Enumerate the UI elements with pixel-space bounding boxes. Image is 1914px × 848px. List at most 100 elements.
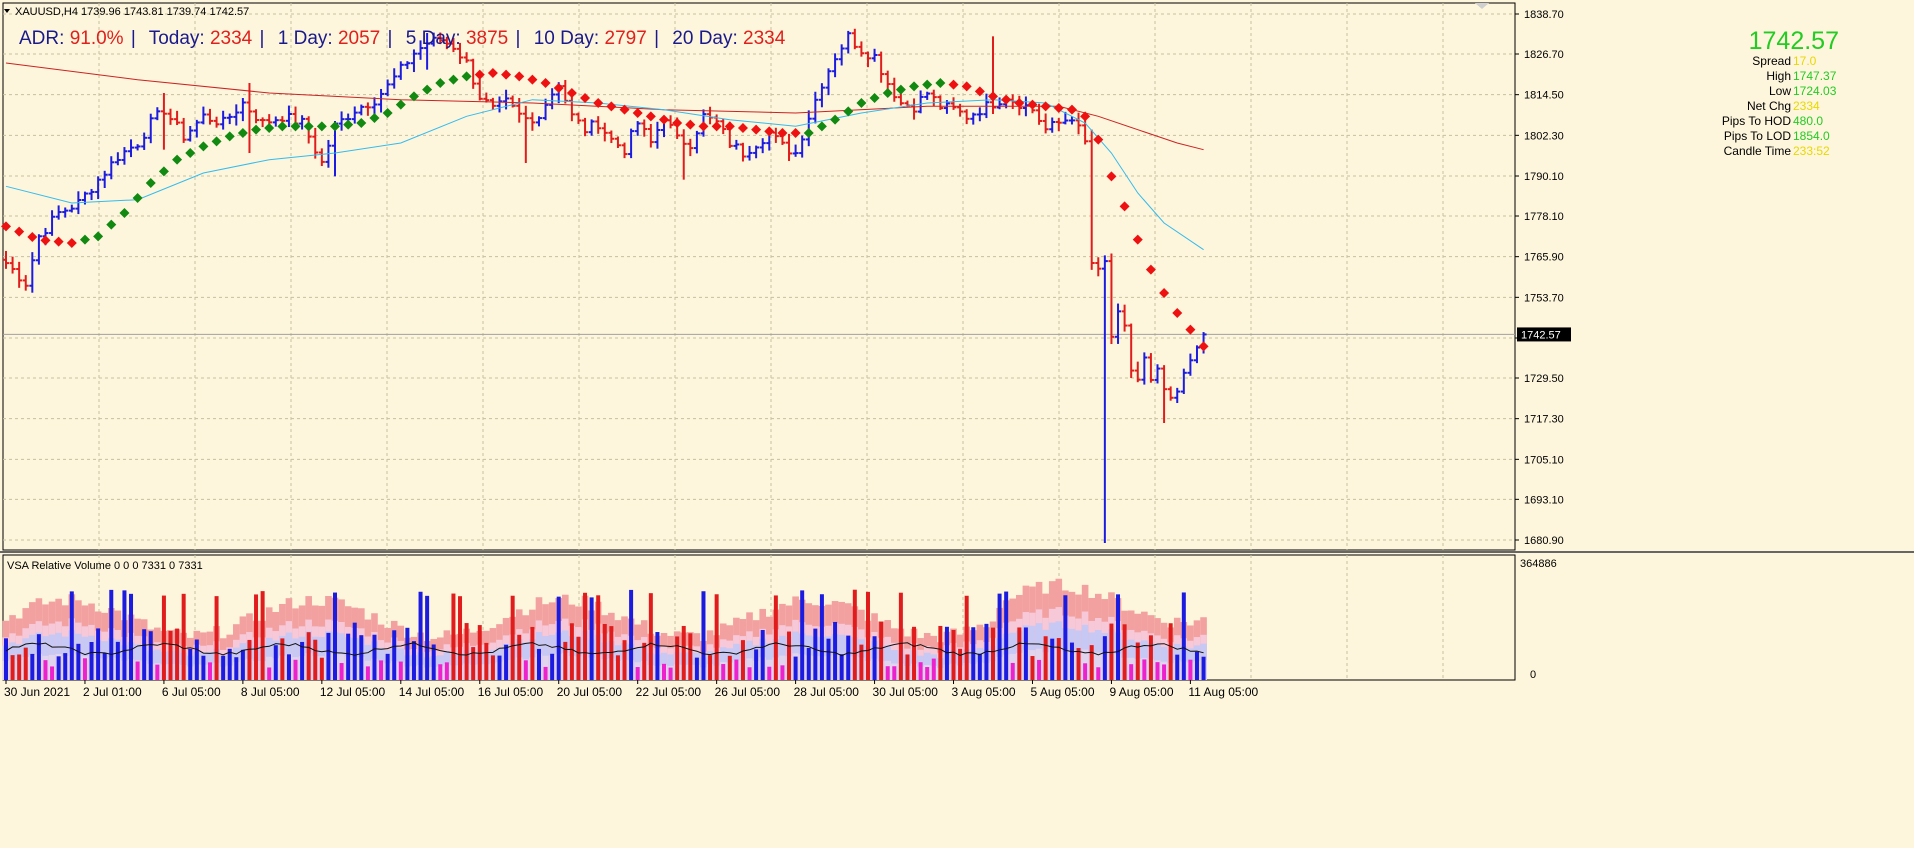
fast-ma-diamond: [106, 219, 117, 230]
ohlc-bar: [654, 121, 661, 149]
volume-bar: [1023, 627, 1028, 680]
ohlc-bar: [891, 77, 898, 102]
volume-bar: [96, 628, 101, 680]
volume-bar: [175, 628, 180, 680]
volume-bar: [155, 664, 160, 680]
y-tick-label: 1693.10: [1524, 494, 1564, 506]
ohlc-bar: [174, 110, 181, 126]
info-row-value: 480.0: [1793, 114, 1824, 128]
volume-bar: [4, 638, 8, 680]
fast-ma-diamond: [251, 124, 262, 135]
volume-bar: [615, 655, 620, 680]
ohlc-bar: [832, 53, 839, 78]
ohlc-bar: [239, 98, 246, 122]
fast-ma-diamond: [132, 193, 143, 203]
ohlc-bar: [720, 118, 727, 135]
ohlc-bar: [364, 102, 371, 116]
volume-bar: [477, 625, 482, 680]
volume-bar: [490, 655, 495, 680]
ohlc-bar: [739, 142, 746, 162]
volume-bar: [497, 655, 502, 680]
fast-ma-diamond: [408, 91, 419, 102]
fast-ma-diamond: [435, 78, 446, 88]
ohlc-bar: [1095, 257, 1102, 277]
x-tick-label: 3 Aug 05:00: [952, 685, 1016, 699]
volume-bar: [556, 596, 561, 680]
volume-bar: [767, 666, 772, 680]
fast-ma-diamond: [27, 232, 38, 242]
volume-bar: [451, 593, 456, 680]
volume-bar: [813, 628, 818, 680]
fast-ma-diamond: [448, 74, 459, 85]
ohlc-bar: [845, 30, 852, 54]
volume-bar: [267, 667, 272, 680]
ohlc-bar: [384, 79, 391, 97]
day1-label: 1 Day:: [277, 28, 333, 49]
ohlc-bar: [160, 93, 167, 150]
y-tick-label: 1680.90: [1524, 535, 1564, 547]
volume-average-line: [5, 642, 1204, 657]
last-price-tag-bg: [1517, 327, 1571, 342]
info-row: Pips To LOD 1854.0: [1609, 129, 1839, 144]
volume-bar: [372, 634, 377, 680]
fast-ma-diamond: [119, 208, 130, 218]
volume-bar: [1004, 591, 1009, 680]
volume-bar: [958, 648, 963, 680]
volume-bar: [688, 633, 693, 680]
info-row-label: Candle Time: [1723, 144, 1791, 158]
volume-bar: [668, 667, 673, 680]
ohlc-bar: [134, 144, 141, 151]
ohlc-bar: [746, 145, 753, 161]
ohlc-bar: [575, 112, 582, 124]
volume-bar: [359, 635, 364, 680]
volume-bar: [629, 589, 634, 680]
ohlc-bar: [647, 123, 654, 148]
volume-bar: [300, 641, 305, 680]
volume-bar: [392, 630, 397, 680]
ohlc-bar: [1055, 118, 1062, 132]
volume-bar: [286, 654, 291, 680]
volume-bar: [1083, 663, 1088, 680]
ohlc-bar: [628, 128, 635, 159]
fast-ma-diamond: [185, 148, 196, 158]
volume-bar: [846, 635, 851, 680]
volume-bar: [721, 664, 726, 680]
volume-bar: [971, 627, 976, 680]
volume-bar: [859, 644, 864, 680]
fast-ma-diamond: [369, 113, 380, 123]
fast-ma-diamond: [66, 238, 77, 248]
volume-bar: [1010, 662, 1015, 680]
fast-ma-diamond: [1185, 324, 1196, 335]
volume-bar: [760, 629, 765, 680]
fast-ma-diamond: [395, 99, 406, 110]
fast-ma-diamond: [672, 118, 683, 128]
ohlc-bar: [220, 110, 227, 130]
fast-ma-diamond: [1093, 134, 1104, 145]
volume-bar: [188, 648, 193, 680]
ohlc-bar: [1062, 111, 1069, 125]
ohlc-bar: [483, 92, 490, 103]
ohlc-bar: [55, 205, 62, 220]
volume-bar: [36, 634, 41, 680]
volume-bar: [411, 641, 416, 680]
fast-ma-diamond: [803, 128, 814, 138]
ohlc-bar: [496, 96, 503, 113]
volume-bar: [1063, 595, 1068, 680]
fast-ma-diamond: [909, 81, 920, 92]
volume-bar: [517, 634, 522, 680]
fast-ma-diamond: [961, 81, 972, 92]
ohlc-bar: [128, 139, 135, 158]
ohlc-bar: [114, 152, 121, 166]
volume-band: [1094, 652, 1102, 680]
x-tick-label: 9 Aug 05:00: [1109, 685, 1173, 699]
ohlc-bar: [233, 104, 240, 126]
last-price-tag: 1742.57: [1521, 329, 1561, 341]
volume-bar: [89, 641, 94, 680]
ohlc-bar: [1108, 253, 1115, 344]
volume-bar: [148, 631, 153, 680]
volume-bar: [655, 632, 660, 680]
fast-ma-diamond: [93, 231, 104, 242]
volume-bar: [773, 595, 778, 680]
ohlc-bar: [193, 119, 200, 138]
volume-bar: [872, 636, 877, 680]
